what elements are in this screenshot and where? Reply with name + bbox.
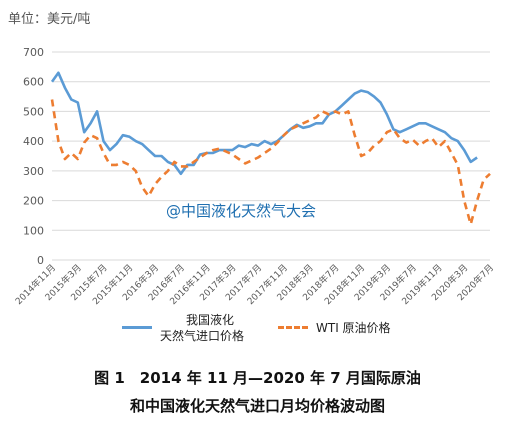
y-tick-label: 100 [23,224,44,237]
series-line-wti [50,99,491,226]
figure-caption-line2: 和中国液化天然气进口月均价格波动图 [129,397,385,415]
y-tick-label: 400 [23,135,44,148]
y-tick-label: 300 [23,165,44,178]
legend-label-lng-line1: 我国液化 [186,313,235,327]
y-tick-label: 0 [37,254,44,267]
legend-label-lng-line2: 天然气进口价格 [160,329,245,343]
y-axis-ticks: 0 100 200 300 400 500 600 700 [23,46,44,267]
legend-item-lng: 我国液化 天然气进口价格 [160,312,244,344]
watermark-text: @中国液化天然气大会 [166,202,317,220]
legend-item-wti: WTI 原油价格 [316,320,391,336]
y-tick-label: 700 [23,46,44,59]
y-tick-label: 200 [23,195,44,208]
legend-swatch-wti [278,326,308,329]
y-axis-unit-label: 单位：美元/吨 [8,12,91,27]
grid-lines [52,51,490,261]
legend-label-wti: WTI 原油价格 [316,321,391,335]
figure-caption-line1: 图 1 2014 年 11 月—2020 年 7 月国际原油 [94,369,421,387]
series-line-lng [50,71,478,176]
legend-swatch-lng [122,326,152,329]
series-lines [50,71,491,226]
y-tick-label: 500 [23,105,44,118]
y-tick-label: 600 [23,76,44,89]
x-axis-ticks: 2014年11月2015年3月2015年7月2015年11月2016年3月201… [13,262,497,308]
